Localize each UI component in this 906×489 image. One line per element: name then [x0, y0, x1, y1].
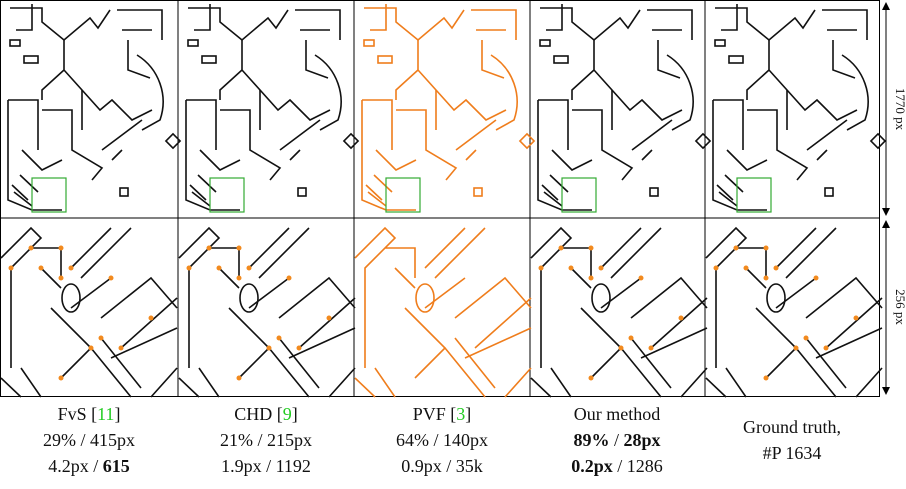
junction-dots	[539, 246, 684, 381]
zoom-box	[32, 178, 771, 212]
floorplan	[8, 4, 180, 210]
zoom-view	[355, 228, 531, 397]
panels	[1, 4, 885, 397]
junction-dots	[714, 246, 859, 381]
caption-title: Ground truth,	[743, 417, 841, 437]
caption-title: FvS [11]	[58, 404, 121, 424]
zoom-view	[179, 228, 355, 397]
zoom-view	[1, 228, 177, 397]
captions: FvS [11] 29% / 415px 4.2px / 615 CHD [9]…	[43, 404, 841, 476]
floorplan	[186, 4, 358, 210]
caption-stats: 29% / 415px	[43, 430, 135, 450]
caption-title: CHD [9]	[234, 404, 298, 424]
dimension-arrows: 1770 px 256 px	[886, 3, 906, 394]
caption-title: PVF [3]	[413, 404, 472, 424]
zoom-view	[531, 228, 707, 397]
caption-stats: 0.2px / 1286	[571, 456, 663, 476]
dimension-label: 256 px	[893, 289, 906, 325]
junction-dots	[9, 246, 154, 381]
caption-title: Our method	[574, 404, 660, 424]
floorplan	[362, 4, 534, 210]
caption-stats: 4.2px / 615	[48, 456, 130, 476]
caption-stats: 1.9px / 1192	[221, 456, 311, 476]
floorplan	[713, 4, 885, 210]
figure: 1770 px 256 px FvS [11] 29% / 415px 4.2p…	[0, 0, 906, 489]
caption-stats: #P 1634	[763, 443, 822, 463]
zoom-view	[706, 228, 882, 397]
junction-dots	[187, 246, 332, 381]
caption-stats: 89% / 28px	[573, 430, 660, 450]
caption-stats: 0.9px / 35k	[401, 456, 483, 476]
dimension-label: 1770 px	[893, 88, 906, 131]
caption-stats: 64% / 140px	[396, 430, 488, 450]
floorplan	[538, 4, 710, 210]
caption-stats: 21% / 215px	[220, 430, 312, 450]
